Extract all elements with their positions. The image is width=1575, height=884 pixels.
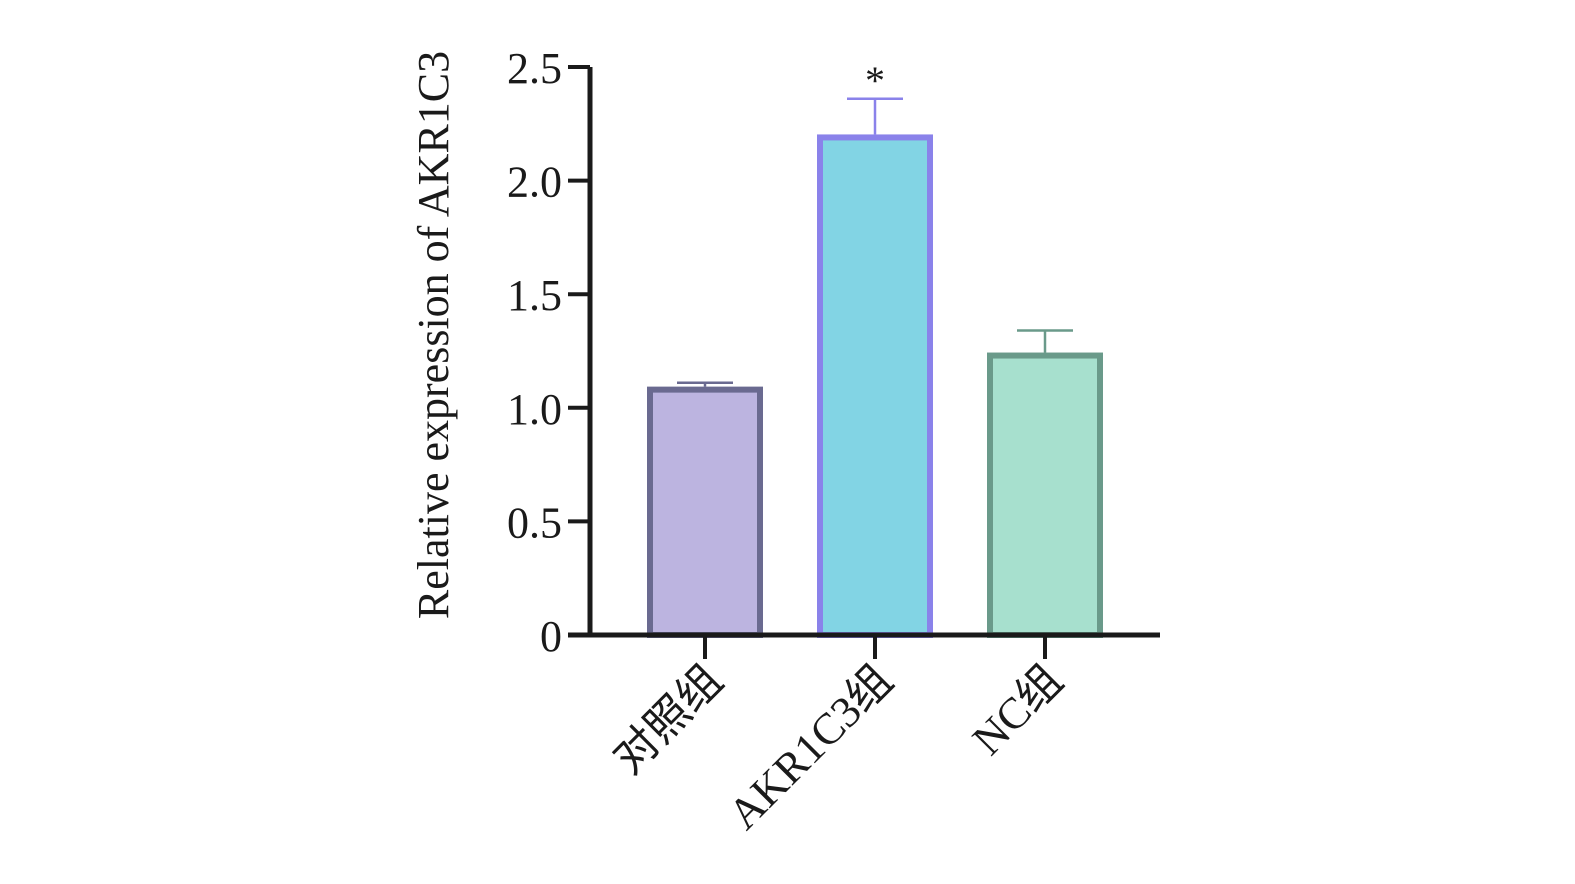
y-axis-title-group: Relative expression of AKR1C3 (409, 51, 458, 619)
y-axis-title: Relative expression of AKR1C3 (409, 51, 458, 619)
y-tick-label-0: 0 (540, 612, 562, 661)
significance-marker-1: * (865, 58, 885, 103)
bar-0 (647, 386, 763, 638)
x-tick-label-2: NC组 (963, 655, 1072, 764)
x-tick-label-0: 对照组 (604, 655, 732, 783)
y-tick-label-3: 1.5 (507, 271, 562, 320)
y-tick-label-4: 2.0 (507, 158, 562, 207)
y-tick-label-2: 1.0 (507, 385, 562, 434)
bar-2 (987, 352, 1103, 638)
x-tick-label-1: AKR1C3组 (719, 655, 902, 838)
y-tick-label-5: 2.5 (507, 44, 562, 93)
y-tick-label-1: 0.5 (507, 498, 562, 547)
bar-1 (817, 134, 933, 638)
